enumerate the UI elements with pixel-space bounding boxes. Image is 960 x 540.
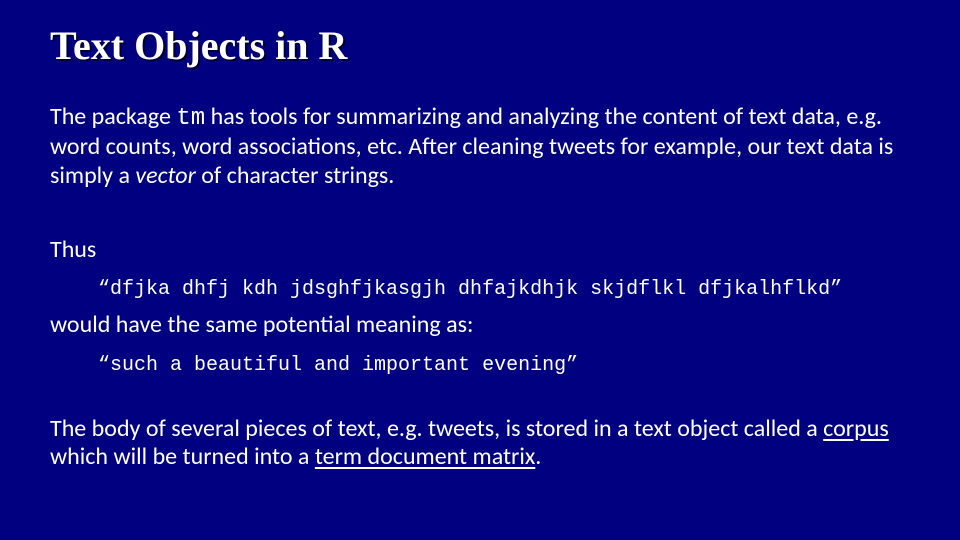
paragraph-corpus: The body of several pieces of text, e.g.…: [50, 415, 910, 472]
para1-seg3: of character strings.: [196, 161, 395, 190]
inline-code-tm: tm: [176, 105, 205, 132]
paragraph-intro: The package tm has tools for summarizing…: [50, 103, 910, 190]
emphasis-vector: vector: [135, 161, 195, 190]
para3-seg3: .: [535, 442, 541, 471]
para1-seg1: The package: [50, 102, 176, 131]
slide-title: Text Objects in R: [50, 22, 910, 69]
para3-seg1: The body of several pieces of text, e.g.…: [50, 414, 823, 443]
term-tdm: term document matrix: [315, 442, 535, 471]
paragraph-thus: Thus: [50, 236, 910, 264]
code-example-gibberish: “dfjka dhfj kdh jdsghfjkasgjh dhfajkdhjk…: [98, 278, 910, 301]
paragraph-same-meaning: would have the same potential meaning as…: [50, 311, 910, 339]
term-corpus: corpus: [823, 414, 889, 443]
code-example-sentence: “such a beautiful and important evening”: [98, 354, 910, 377]
para3-seg2: which will be turned into a: [50, 442, 315, 471]
